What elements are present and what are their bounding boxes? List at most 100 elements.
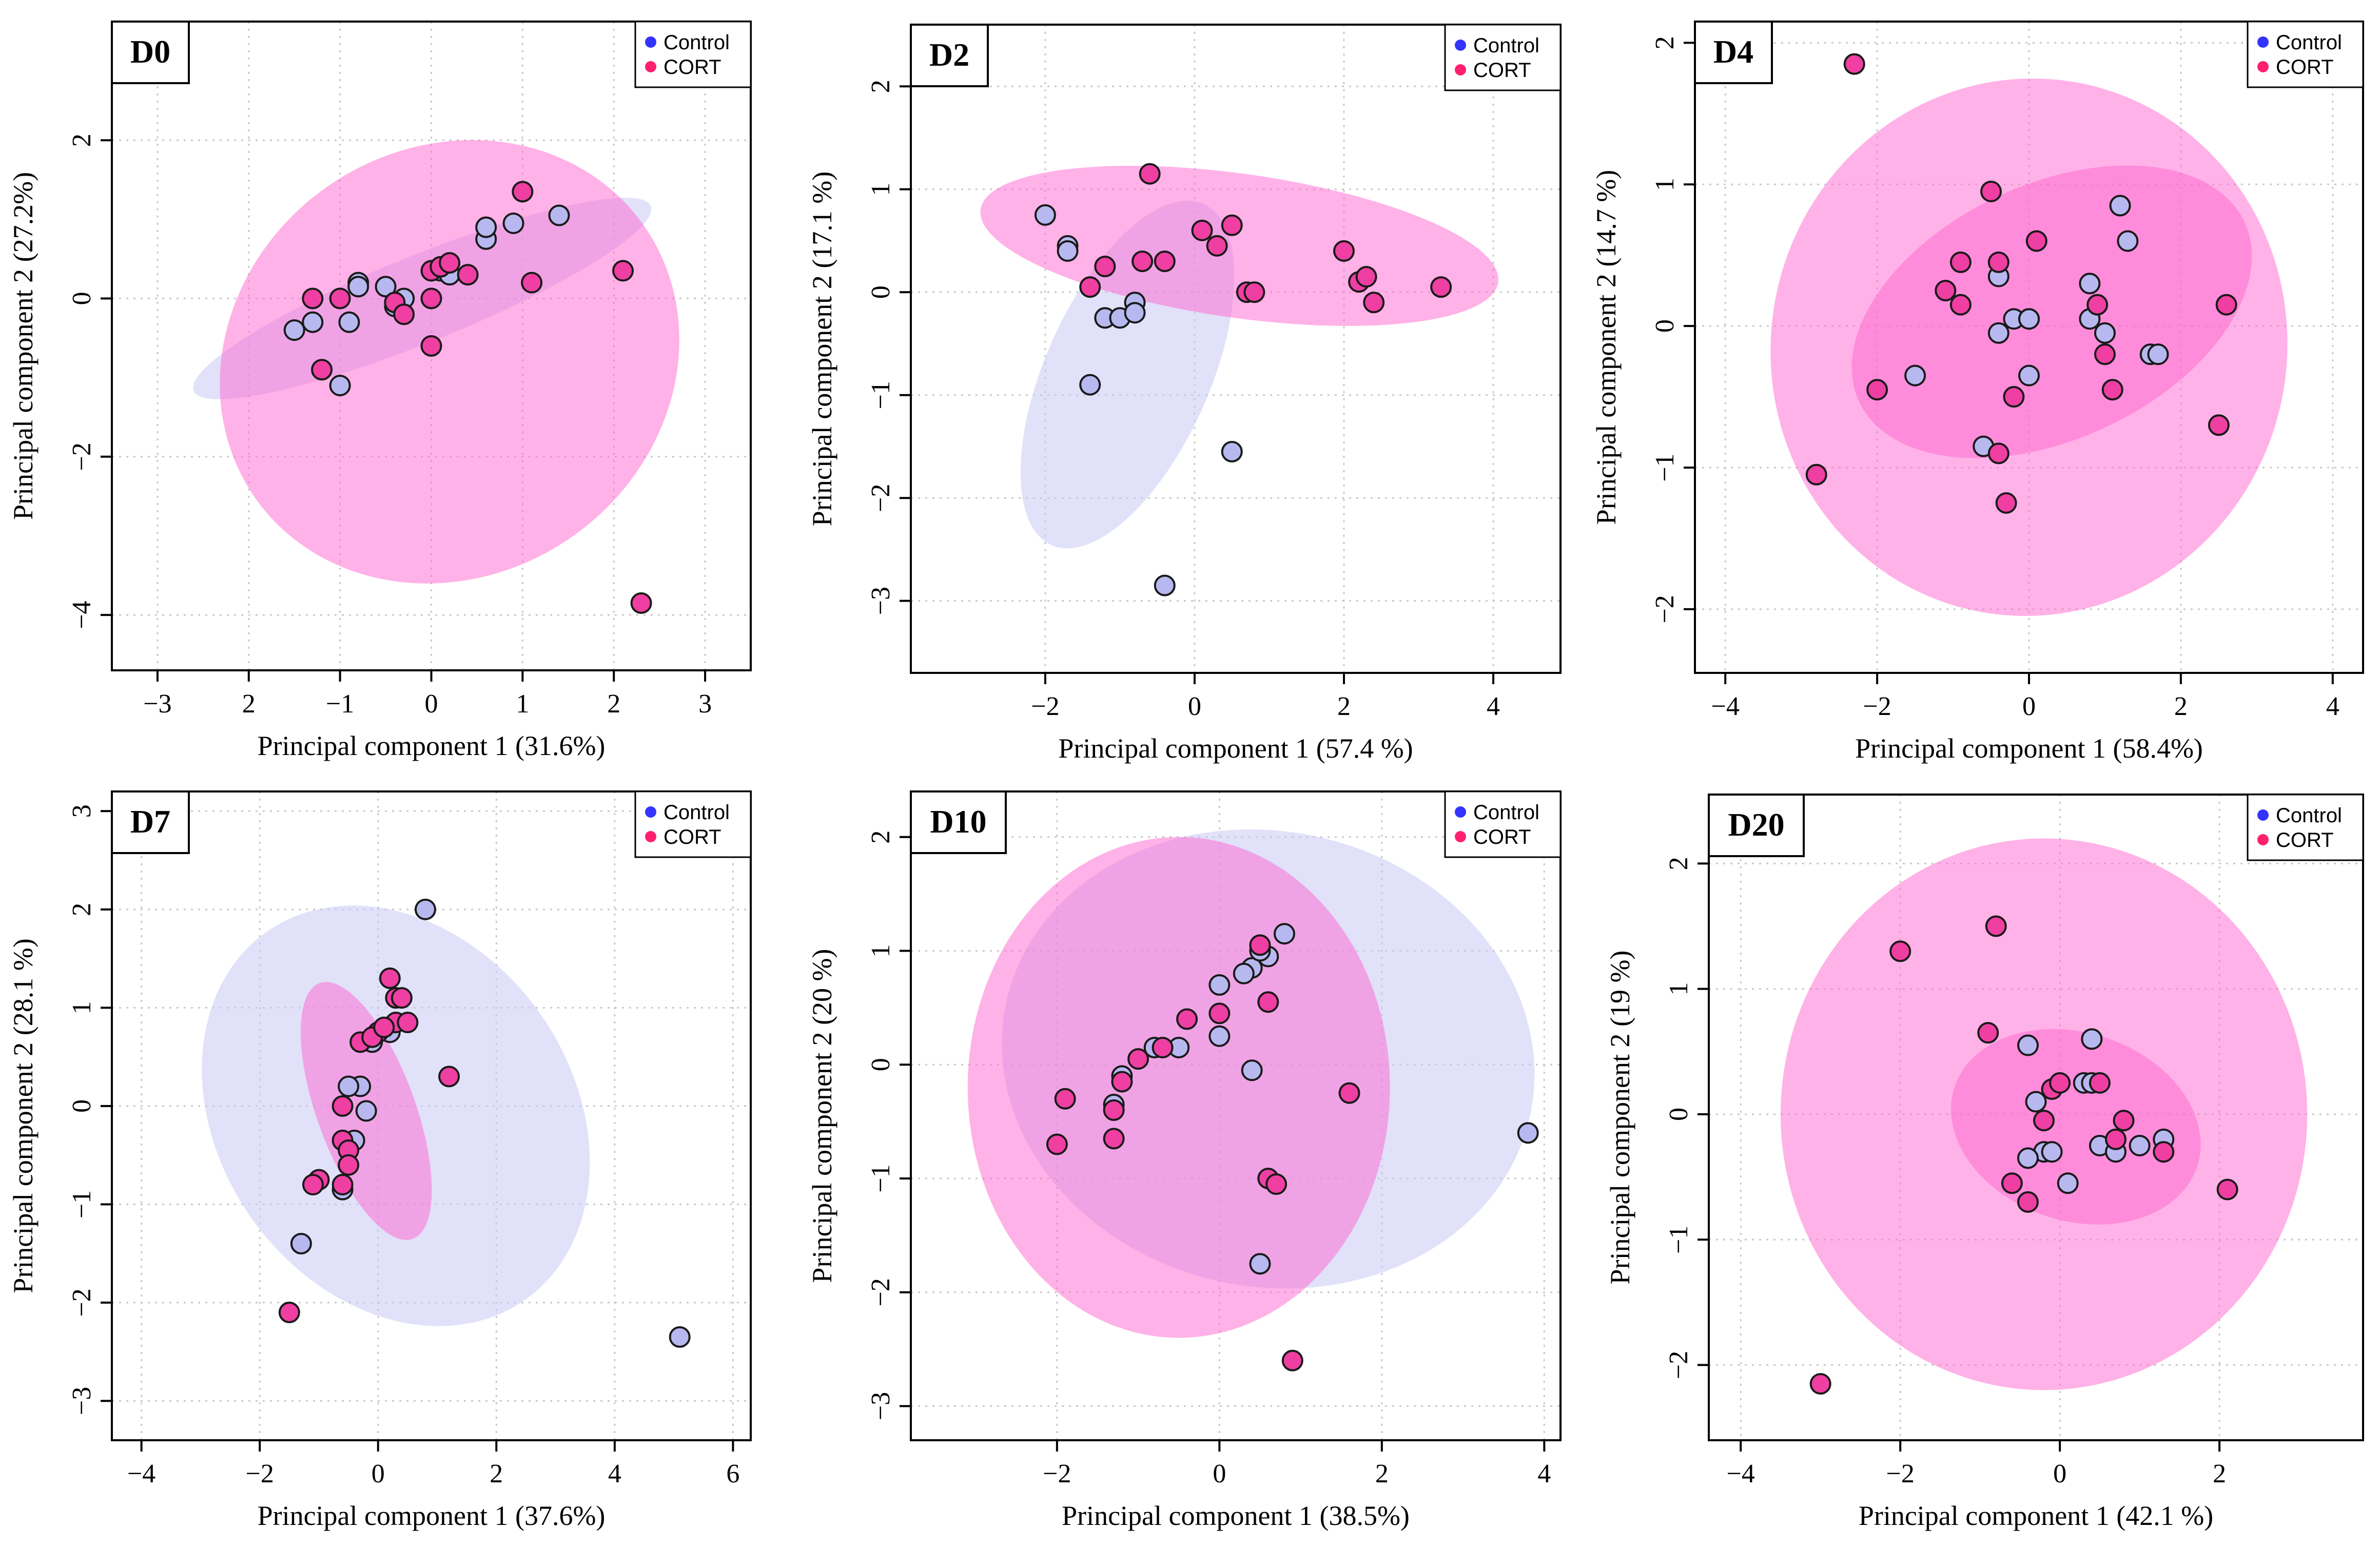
data-point-cort xyxy=(2216,1178,2238,1201)
confidence-ellipse-cort xyxy=(1851,165,2252,458)
title-box-frame xyxy=(111,790,190,854)
x-tick-label: 2 xyxy=(2174,692,2188,721)
title-box-frame xyxy=(111,21,190,84)
x-tick-label: −4 xyxy=(127,1459,155,1488)
legend-frame xyxy=(2247,21,2364,88)
legend-label-cort: CORT xyxy=(664,56,721,79)
data-point-control xyxy=(2079,273,2101,295)
data-point-cort xyxy=(2113,1110,2135,1132)
x-tick-label: 4 xyxy=(2326,692,2339,721)
panel-d4: −4 −2 0 2 4 −2 −1 0 1 2 Principal component 1 (58.… xyxy=(1591,21,2364,764)
data-point-control xyxy=(1154,574,1176,596)
data-point-cort xyxy=(1154,250,1176,273)
panel-d2: −2 0 2 4 −3 −2 −1 0 1 2 Principal component 1 (57.… xyxy=(807,24,1562,764)
x-tick-label: 2 xyxy=(490,1459,503,1488)
x-tick-label: 0 xyxy=(425,689,438,719)
panel-d4-points xyxy=(1805,53,2237,514)
data-point-control xyxy=(1057,240,1079,262)
x-tick-label: 0 xyxy=(372,1459,385,1488)
x-tick-label: 3 xyxy=(698,689,712,719)
x-axis-label: Principal component 1 (38.5%) xyxy=(1062,1500,1410,1531)
legend-label-cort: CORT xyxy=(2276,829,2334,852)
data-point-cort xyxy=(1127,1048,1149,1070)
data-point-cort xyxy=(1949,294,1972,316)
data-point-cort xyxy=(1987,442,2010,465)
x-tick-label: −4 xyxy=(1727,1459,1755,1488)
data-point-cort xyxy=(1281,1349,1303,1371)
y-tick-label: −1 xyxy=(866,381,895,409)
data-point-control xyxy=(2129,1134,2151,1156)
data-point-cort xyxy=(2025,230,2047,252)
title-box-frame xyxy=(1694,21,1773,84)
data-point-cort xyxy=(1995,492,2017,514)
y-tick-label: 0 xyxy=(1664,1108,1693,1121)
y-tick-label: −2 xyxy=(866,484,895,512)
data-point-control xyxy=(2109,195,2131,217)
data-point-cort xyxy=(1249,934,1271,956)
data-point-cort xyxy=(278,1302,300,1324)
x-tick-label: 2 xyxy=(2213,1459,2226,1488)
data-point-control xyxy=(290,1232,312,1254)
data-point-cort xyxy=(1139,163,1161,185)
data-point-cort xyxy=(1805,463,1827,486)
y-axis-label: Principal component 2 (19 %) xyxy=(1605,951,1635,1285)
x-tick-label: −2 xyxy=(1863,692,1891,721)
data-point-cort xyxy=(338,1154,360,1176)
legend-label-control: Control xyxy=(1473,34,1539,57)
legend-marker-control xyxy=(2257,36,2269,48)
data-point-control xyxy=(1904,364,1926,386)
y-tick-label: −1 xyxy=(866,1164,895,1192)
y-tick-label: 1 xyxy=(1664,982,1693,996)
legend-frame xyxy=(2247,794,2364,861)
x-tick-label: 2 xyxy=(1375,1459,1389,1488)
panel-d20-points xyxy=(1809,915,2238,1395)
data-point-cort xyxy=(2101,379,2123,401)
data-point-cort xyxy=(1132,250,1154,273)
y-tick-label: −2 xyxy=(1664,1351,1693,1379)
y-tick-label: −3 xyxy=(67,1387,96,1415)
legend-label-cort: CORT xyxy=(2276,56,2334,79)
data-point-control xyxy=(1273,923,1295,945)
y-tick-label: 1 xyxy=(1650,178,1680,191)
y-axis-label: Principal component 2 (14.7 %) xyxy=(1591,170,1622,525)
x-axis-label: Principal component 1 (37.6%) xyxy=(258,1500,606,1531)
x-tick-label: −1 xyxy=(326,689,354,719)
data-point-cort xyxy=(2003,386,2025,408)
data-point-cort xyxy=(331,1174,354,1196)
legend-frame xyxy=(634,790,752,858)
legend-marker-cort xyxy=(2257,834,2269,845)
data-point-cort xyxy=(1430,276,1452,298)
data-point-cort xyxy=(1363,292,1385,314)
data-point-cort xyxy=(2094,343,2116,365)
data-point-cort xyxy=(1208,1002,1231,1024)
panel-title: D4 xyxy=(1713,33,1753,70)
data-point-control xyxy=(2041,1141,2063,1163)
data-point-control xyxy=(502,212,524,235)
legend-label-control: Control xyxy=(664,31,730,54)
data-point-cort xyxy=(1843,53,1865,75)
y-tick-label: 0 xyxy=(866,1058,895,1071)
y-axis-label: Principal component 2 (28.1 %) xyxy=(8,938,38,1293)
y-tick-label: −3 xyxy=(866,587,895,615)
data-point-control xyxy=(338,1075,360,1097)
panel-d7-frame xyxy=(111,790,752,1441)
data-point-cort xyxy=(329,287,351,310)
panel-d20-title-box: D20 xyxy=(1708,794,1805,857)
panel-d4-ellipses xyxy=(1770,78,2288,616)
data-point-cort xyxy=(1355,266,1377,288)
data-point-control xyxy=(2081,1028,2103,1050)
data-point-control xyxy=(2147,343,2169,365)
data-point-cort xyxy=(2086,294,2109,316)
data-point-cort xyxy=(373,1016,395,1038)
panel-d20-frame xyxy=(1708,794,2364,1441)
x-tick-label: −2 xyxy=(1886,1459,1915,1488)
panel-d2-frame xyxy=(910,24,1562,674)
data-point-cort xyxy=(1111,1071,1133,1093)
